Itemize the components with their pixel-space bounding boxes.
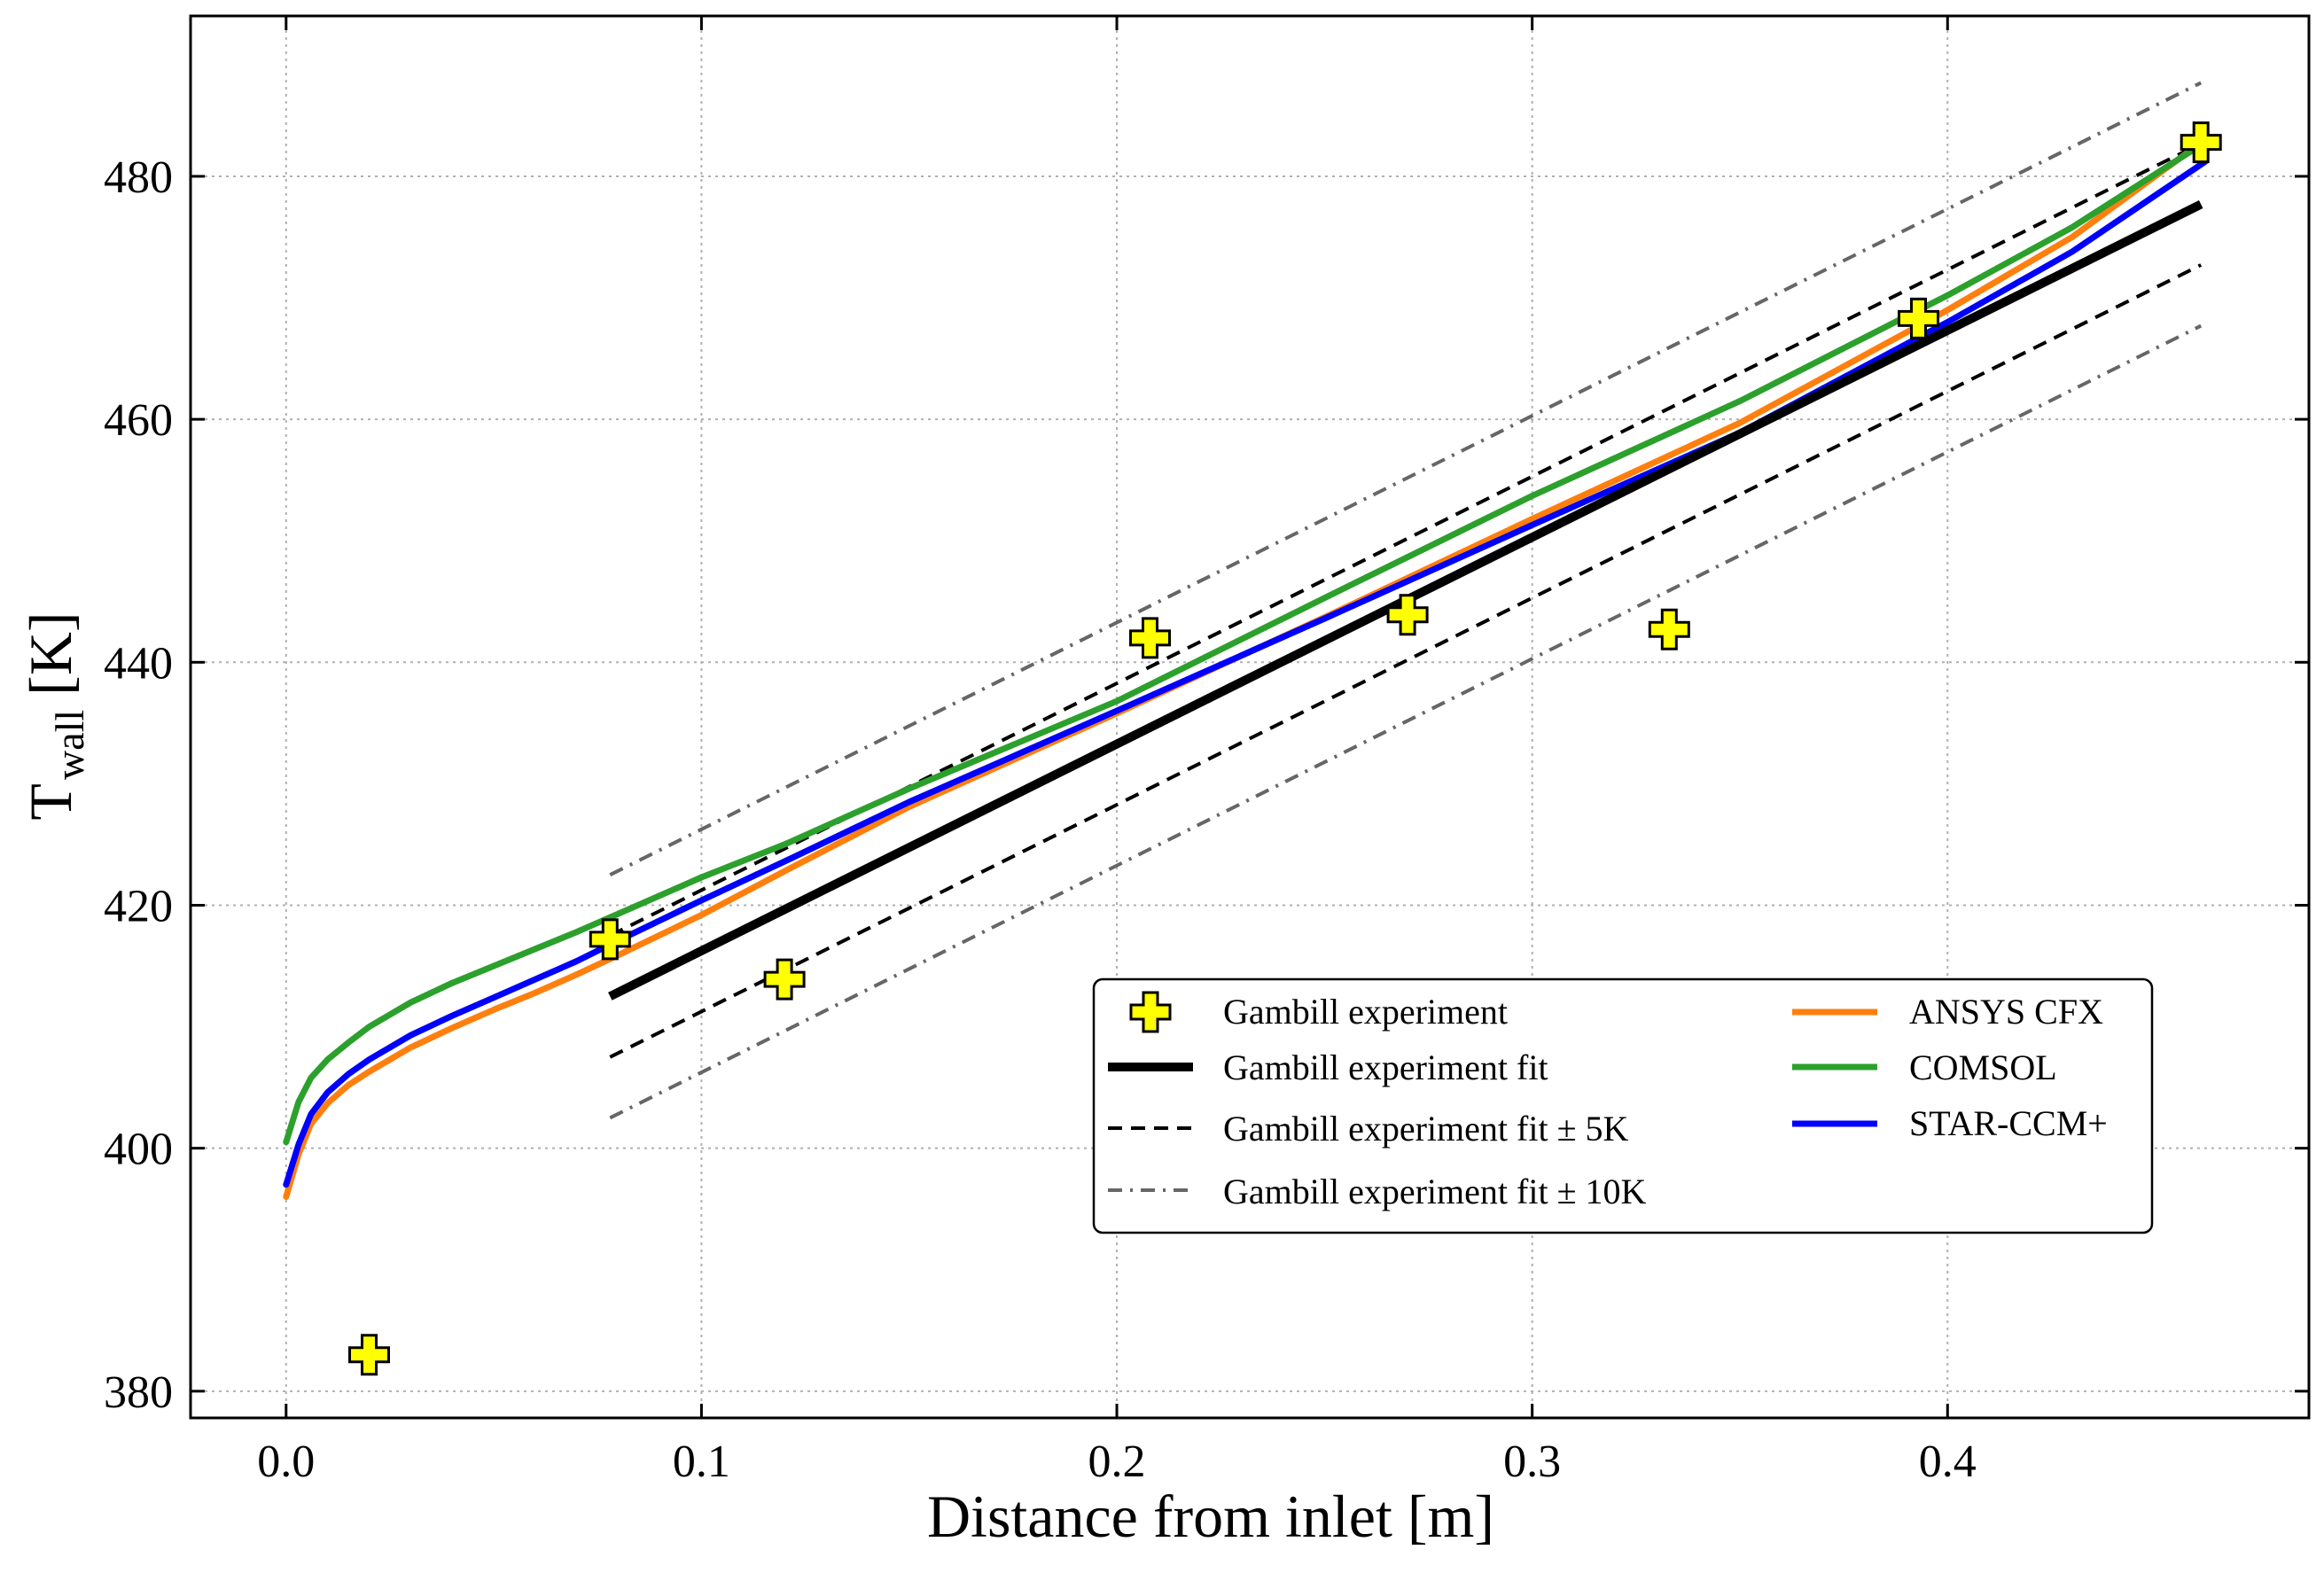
- experiment-point: [1648, 608, 1690, 650]
- x-tick-label: 0.2: [1088, 1437, 1146, 1487]
- legend-label-starccm: STAR-CCM+: [1909, 1103, 2108, 1143]
- x-tick-label: 0.4: [1919, 1437, 1977, 1487]
- legend: Gambill experiment Gambill experiment fi…: [1092, 977, 2154, 1234]
- y-axis-label-sub: wall: [47, 710, 92, 780]
- legend-entry-fit-5k: Gambill experiment fit ± 5K: [1108, 1109, 1629, 1149]
- experiment-point: [763, 958, 806, 1001]
- legend-label-fit-5k: Gambill experiment fit ± 5K: [1223, 1109, 1629, 1149]
- plus-marker: [589, 918, 631, 961]
- plus-marker: [763, 958, 806, 1001]
- plus-marker: [348, 1334, 390, 1376]
- plus-marker: [1129, 617, 1171, 659]
- legend-label-ansys: ANSYS CFX: [1909, 992, 2103, 1032]
- legend-entry-fit-10k: Gambill experiment fit ± 10K: [1108, 1172, 1647, 1211]
- legend-entry-fit: Gambill experiment fit: [1108, 1047, 1548, 1087]
- experiment-point: [1129, 617, 1171, 659]
- x-axis-label: Distance from inlet [m]: [927, 1483, 1494, 1550]
- x-tick-label: 0.0: [257, 1437, 315, 1487]
- star-ccm-line: [283, 159, 2209, 1188]
- fit-10k-upper-line: [609, 81, 2203, 876]
- plus-marker: [1386, 594, 1429, 636]
- legend-box: [1092, 977, 2154, 1234]
- ticks: 0.0 0.1 0.2 0.3 0.4 380 400 420 440 460 480: [104, 16, 2309, 1487]
- y-tick-label: 460: [104, 395, 173, 446]
- experiment-point: [348, 1334, 390, 1376]
- legend-entry-ansys: ANSYS CFX: [1792, 992, 2103, 1032]
- experiment-point: [1898, 297, 1939, 339]
- legend-entry-starccm: STAR-CCM+: [1792, 1103, 2108, 1143]
- plus-marker: [1648, 608, 1690, 650]
- experiment-point: [1386, 594, 1429, 636]
- legend-label-comsol: COMSOL: [1909, 1047, 2057, 1087]
- legend-entry-experiment: Gambill experiment: [1129, 991, 1508, 1033]
- y-tick-label: 420: [104, 881, 173, 931]
- x-tick-label: 0.1: [673, 1437, 730, 1487]
- legend-label-experiment: Gambill experiment: [1223, 992, 1508, 1032]
- experiment-point: [2180, 121, 2222, 164]
- plus-marker: [2180, 121, 2222, 164]
- plus-marker: [1898, 297, 1939, 339]
- x-tick-label: 0.3: [1503, 1437, 1561, 1487]
- comsol-line: [283, 139, 2209, 1146]
- fit-5k-lower-line: [609, 263, 2203, 1059]
- legend-label-fit-10k: Gambill experiment fit ± 10K: [1223, 1172, 1647, 1211]
- legend-plus-marker: [1129, 991, 1172, 1033]
- legend-label-fit: Gambill experiment fit: [1223, 1047, 1548, 1087]
- y-axis-label-unit: [K]: [17, 611, 84, 695]
- experiment-markers: [348, 121, 2222, 1376]
- fit-10k-lower-line: [609, 323, 2203, 1120]
- y-axis-label: Twall [K]: [17, 611, 92, 820]
- fit-5k-upper-line: [609, 142, 2203, 938]
- y-tick-label: 400: [104, 1125, 173, 1175]
- y-axis-label-main: T: [17, 783, 84, 821]
- legend-entry-comsol: COMSOL: [1792, 1047, 2057, 1087]
- plot-frame: [189, 14, 2311, 1420]
- y-tick-label: 440: [104, 638, 173, 689]
- experiment-point: [589, 918, 631, 961]
- y-tick-label: 380: [104, 1367, 173, 1418]
- y-tick-label: 480: [104, 152, 173, 203]
- ansys-cfx-line: [283, 136, 2209, 1200]
